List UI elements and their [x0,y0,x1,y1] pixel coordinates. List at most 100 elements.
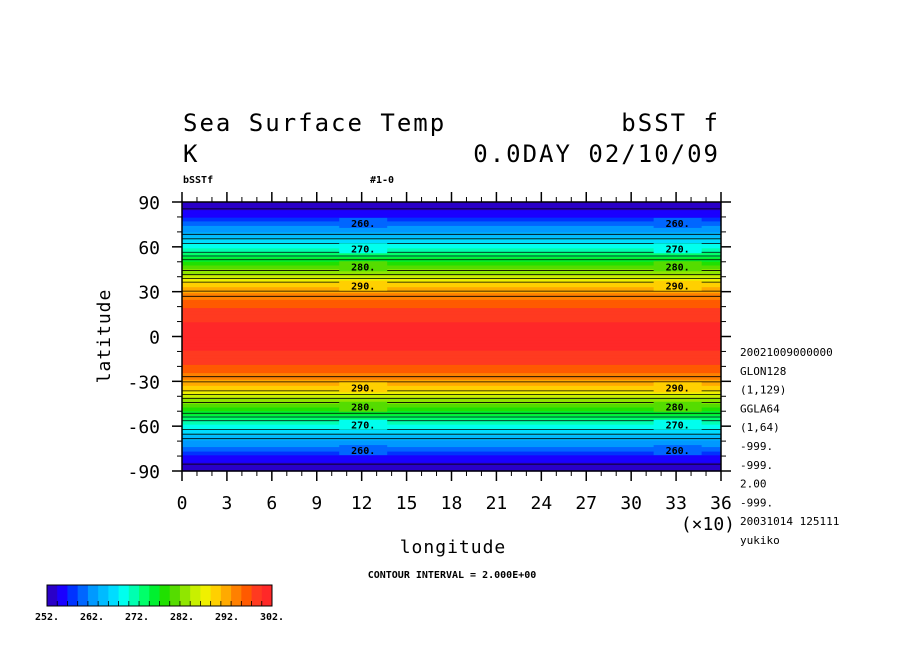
x-axis-ticks: 0 3 6 9 12 15 18 21 24 27 30 33 36 [177,192,732,514]
field-band [182,294,721,297]
field-band [182,219,721,222]
field-band [182,462,721,464]
x-axis-label: longitude [400,537,507,558]
field-band [182,263,721,265]
field-band [182,339,721,341]
field-band [182,406,721,409]
x-tick-label: 27 [575,493,597,514]
field-band [182,211,721,214]
field-band [182,280,721,282]
field-band [182,448,721,450]
field-band [182,266,721,268]
y-tick-label: 0 [149,328,160,349]
contour-label-bg [653,419,702,430]
contour-label: 270. [351,421,375,432]
colorbar-swatch [231,585,242,606]
field-band [182,417,721,419]
field-band [182,310,721,312]
field-band [182,408,721,411]
field-band [182,460,721,462]
field-band [182,246,721,249]
colorbar-swatch [149,585,160,606]
field-band [182,223,721,226]
field-band [182,261,721,263]
field-band [182,270,721,273]
field-band [182,409,721,412]
contour-label: 280. [666,403,690,414]
info-line: -999. [740,440,773,453]
field-band [182,452,721,454]
field-band [182,439,721,441]
field-band [182,417,721,420]
field-band [182,268,721,270]
x-tick-label: 9 [311,493,322,514]
info-line: 20021009000000 [740,346,833,359]
variable-code: bSST f [621,109,720,137]
field-band [182,415,721,418]
field-band [182,325,721,327]
field-band [182,365,721,367]
contour-label: 280. [351,403,375,414]
field-band [182,237,721,239]
colorbar-label: 282. [170,612,194,623]
field-band [182,217,721,220]
colorbar-swatch [139,585,150,606]
field-band [182,462,721,465]
field-band [182,328,721,330]
colorbar-swatch [67,585,79,606]
field-band [182,289,721,291]
field-band [182,332,721,335]
field-band [182,447,721,449]
colorbar-swatch [261,585,273,606]
field-band [182,356,721,359]
field-band [182,313,721,315]
field-band [182,274,721,276]
field-band [182,445,721,447]
field-band [182,394,721,397]
field-band [182,373,721,375]
field-band [182,207,721,209]
field-band [182,450,721,452]
field-band [182,238,721,240]
field-band [182,464,721,466]
field-band [182,421,721,424]
field-band [182,298,721,300]
field-band [182,275,721,278]
contour-label: 290. [351,282,375,293]
field-band [182,372,721,374]
field-band [182,431,721,433]
chart-title: Sea Surface Temp [183,109,446,137]
contour-labels: 260. 260. 270. 270. 280. 280. 290. 290. 290. 290.… [339,217,702,457]
field-band [182,347,721,350]
y-axis-label: latitude [94,289,115,384]
field-band [182,281,721,284]
field-band [182,309,721,311]
field-band [182,432,721,435]
field-band [182,469,721,471]
field-band [182,275,721,277]
field-band [182,465,721,468]
field-band [182,426,721,428]
field-band [182,226,721,229]
field-band [182,413,721,415]
colorbar-swatch [210,585,222,606]
variable-small-label: bSSTf [183,175,213,186]
field-band [182,213,721,216]
info-line: 20031014 125111 [740,515,839,528]
field-band [182,402,721,404]
field-band [182,404,721,406]
contour-label: 290. [351,383,375,394]
field-band [182,376,721,379]
field-band [182,243,721,246]
field-band [182,355,721,357]
y-tick-label: -30 [127,372,160,393]
field-band [182,333,721,335]
field-band [182,321,721,323]
field-band [182,242,721,244]
x-tick-label: 33 [665,493,687,514]
field-band [182,369,721,371]
field-band [182,391,721,393]
contour-label: 270. [666,421,690,432]
field-band [182,311,721,314]
field-band [182,458,721,460]
